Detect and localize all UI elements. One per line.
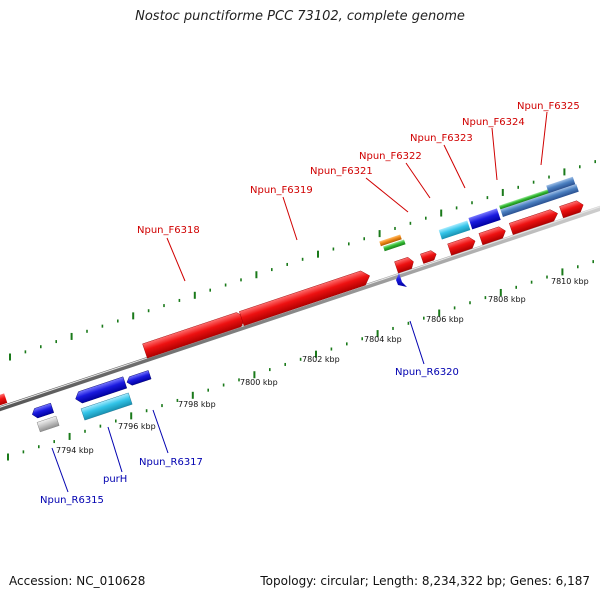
label-npun-f6325[interactable]: Npun_F6325 [517,101,580,112]
feature-gray-r6315[interactable] [36,415,60,433]
feature-steel-f6325[interactable] [500,183,579,217]
gene-arrow-npun-f6326[interactable] [559,199,586,219]
genome-backbone [0,205,600,412]
scale-label-7800: 7800 kbp [240,378,278,387]
reverse-callout-lines [51,320,425,493]
topology-text: Topology: circular; Length: 8,234,322 bp… [260,574,590,588]
gene-arrow-npun-r6320[interactable] [396,273,407,287]
scale-label-7802: 7802 kbp [302,355,340,364]
scale-label-7804: 7804 kbp [364,335,402,344]
feature-steel-f6325b[interactable] [546,176,576,194]
label-npun-r6320[interactable]: Npun_R6320 [395,367,459,378]
feature-orange-small[interactable] [379,234,402,247]
gene-arrow-npun-r6317[interactable] [126,370,152,386]
gene-arrow-npun-f6324[interactable] [478,225,507,246]
reverse-strand-genes [0,370,152,433]
scale-label-7794: 7794 kbp [56,446,94,455]
gene-arrow-purh[interactable] [74,376,128,405]
gene-arrow-npun-f6325[interactable] [508,208,559,235]
feature-cyan-f6323[interactable] [438,220,471,240]
forward-strand-genes [142,176,586,359]
gene-arrow-npun-r6314[interactable] [0,393,8,408]
label-npun-f6322[interactable]: Npun_F6322 [359,151,422,162]
scale-label-7806: 7806 kbp [426,315,464,324]
forward-callout-lines [166,111,548,282]
scale-label-7808: 7808 kbp [488,295,526,304]
label-npun-f6321[interactable]: Npun_F6321 [310,166,373,177]
label-purh[interactable]: purH [103,474,127,485]
scale-label-7796: 7796 kbp [118,422,156,431]
forward-tick-track [9,160,597,361]
scale-label-7810: 7810 kbp [551,277,589,286]
gene-arrow-npun-f6322[interactable] [420,249,437,264]
scale-label-7798: 7798 kbp [178,400,216,409]
label-npun-f6318[interactable]: Npun_F6318 [137,225,200,236]
feature-green-f6325[interactable] [499,189,550,210]
gene-arrow-npun-f6318[interactable] [142,310,248,359]
accession-text: Accession: NC_010628 [9,574,146,588]
reverse-tick-track [7,260,595,461]
gene-arrow-npun-f6319[interactable] [239,269,372,326]
label-npun-f6323[interactable]: Npun_F6323 [410,133,473,144]
gene-arrow-npun-f6323[interactable] [447,235,477,256]
label-npun-f6324[interactable]: Npun_F6324 [462,117,525,128]
label-npun-r6317[interactable]: Npun_R6317 [139,457,203,468]
feature-blue-f6324[interactable] [468,208,501,230]
label-npun-f6319[interactable]: Npun_F6319 [250,185,313,196]
feature-cyan-purh[interactable] [80,392,133,421]
gene-arrow-npun-r6315[interactable] [31,402,55,419]
label-npun-r6315[interactable]: Npun_R6315 [40,495,104,506]
gene-arrow-npun-f6321[interactable] [394,256,415,274]
feature-green-small[interactable] [383,239,406,252]
map-title: Nostoc punctiforme PCC 73102, complete g… [135,9,465,24]
